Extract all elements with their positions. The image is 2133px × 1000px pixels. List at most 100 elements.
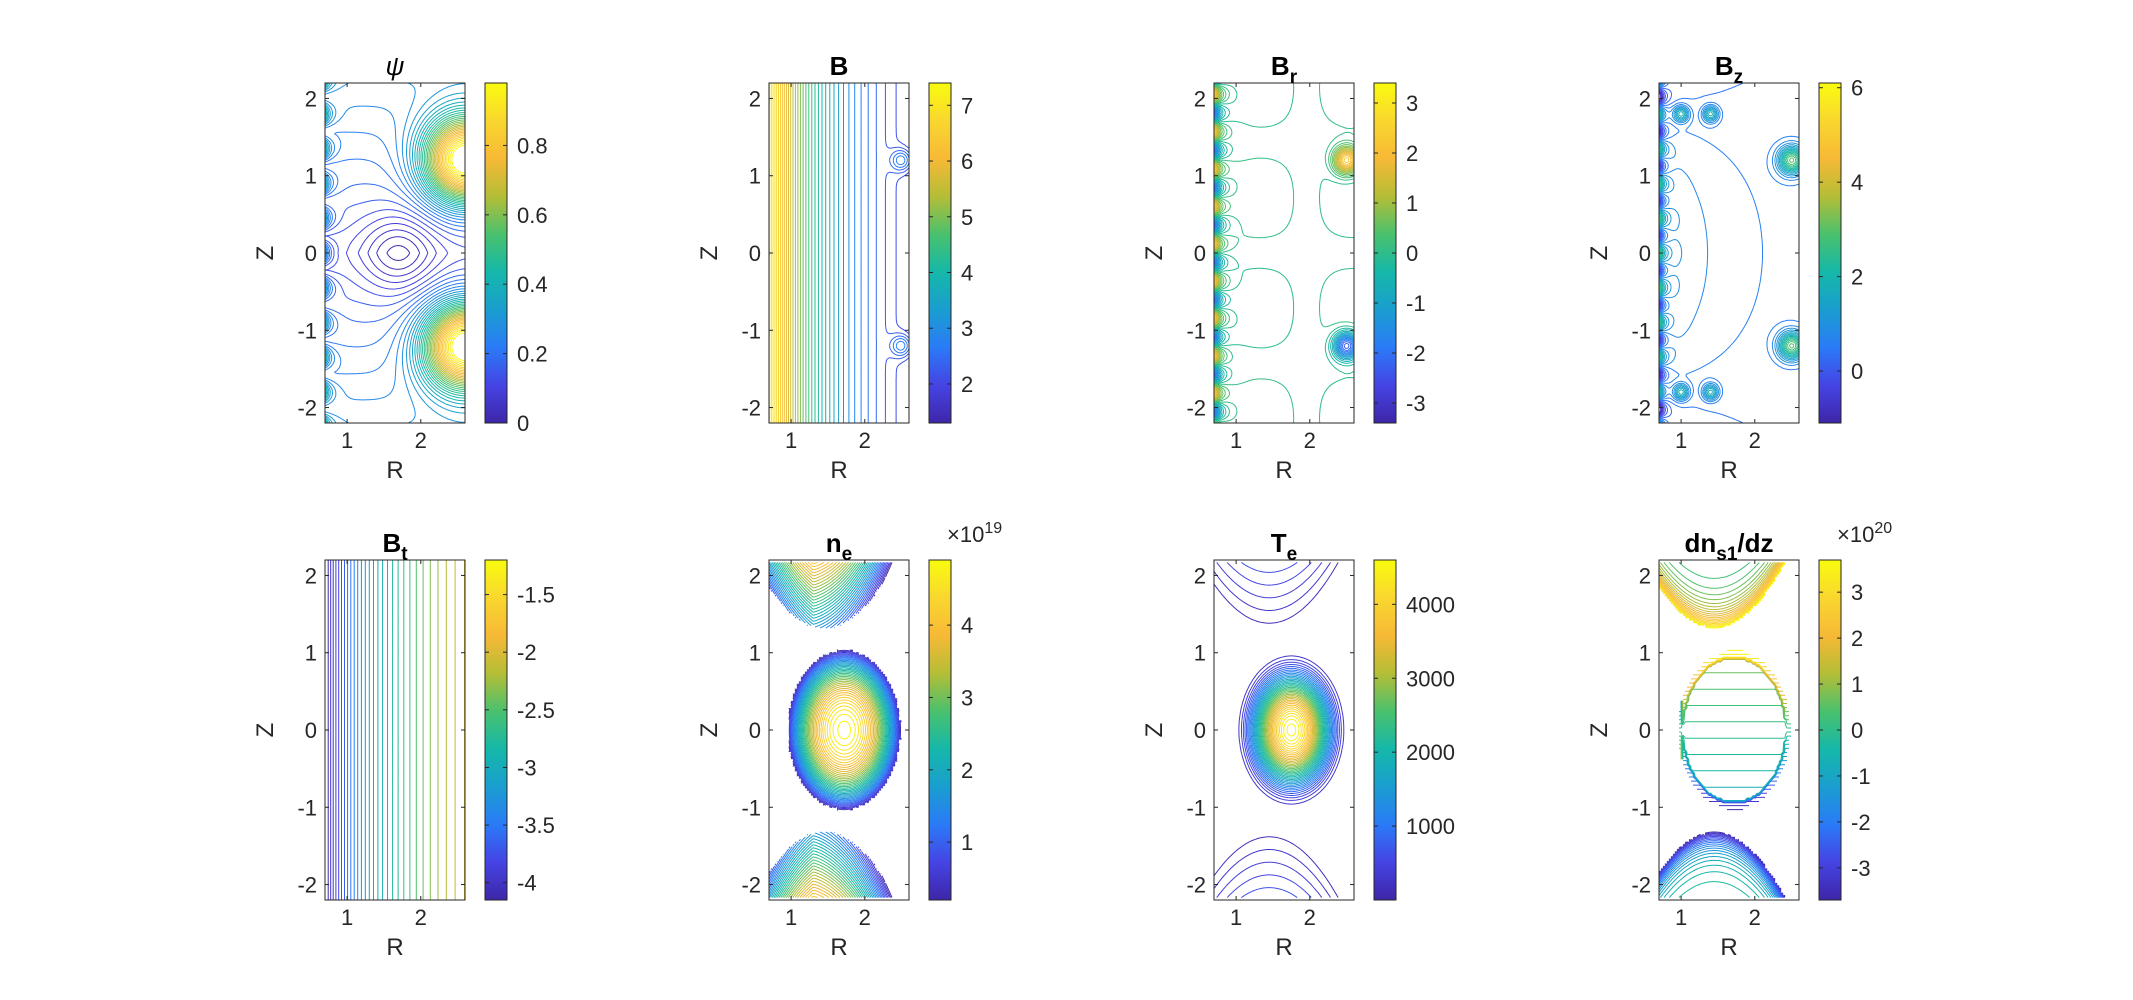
y-tick-label: 0: [1639, 718, 1651, 743]
plot-title-subscript: s1: [1716, 544, 1738, 565]
colorbar-tick-label: 1: [961, 830, 973, 855]
contour-level: [792, 562, 878, 898]
x-tick-label: 1: [341, 428, 353, 453]
contour-level: [436, 128, 465, 378]
colorbar-tick-label: 0.8: [517, 133, 548, 158]
x-tick-label: 2: [1304, 428, 1316, 453]
contour-lines: [325, 83, 465, 423]
contour-level: [1250, 672, 1332, 788]
colorbar-tick-label: -1.5: [517, 583, 555, 608]
contour-level: [1286, 723, 1297, 737]
x-axis-label: R: [386, 934, 403, 961]
contour-level: [325, 83, 465, 423]
contour-level: [794, 562, 877, 898]
contour-level: [799, 562, 875, 898]
colorbar-multiplier-exponent: 19: [984, 520, 1002, 537]
y-tick-label: -1: [297, 795, 317, 820]
contour-level: [1274, 706, 1309, 754]
contour-level: [1247, 667, 1336, 793]
x-tick-label: 2: [1304, 905, 1316, 930]
y-tick-label: 0: [1639, 241, 1651, 266]
contour-level: [1260, 686, 1323, 774]
contour-level: [425, 116, 465, 390]
plot-area: [1214, 83, 1354, 423]
x-tick-label: 1: [785, 428, 797, 453]
contour-level: [788, 562, 901, 898]
contour-level: [451, 144, 465, 362]
colorbar-tick-label: 0: [1406, 241, 1418, 266]
contour-level: [1659, 562, 1786, 659]
contour-level: [1258, 684, 1324, 776]
contour-level: [769, 562, 892, 898]
contour-level: [1269, 699, 1313, 761]
y-tick-label: -2: [297, 396, 317, 421]
colorbar-tick-label: -1: [1406, 291, 1426, 316]
contour-level: [1264, 692, 1319, 768]
colorbar-tick-label: -3: [1406, 391, 1426, 416]
colorbar-tick-label: 2: [1406, 141, 1418, 166]
x-tick-label: 2: [415, 428, 427, 453]
contour-level: [345, 216, 449, 290]
contour-level: [1277, 710, 1306, 750]
y-tick-label: -2: [741, 873, 761, 898]
y-tick-label: -1: [741, 795, 761, 820]
plot-title: B: [830, 51, 849, 81]
colorbar-tick-label: 0: [1851, 359, 1863, 384]
contour-level: [1659, 83, 1799, 423]
y-tick-label: -2: [1186, 396, 1206, 421]
colorbar-tick-label: 0.2: [517, 342, 548, 367]
contour-level: [1265, 693, 1318, 767]
y-tick-label: -1: [297, 318, 317, 343]
contour-level: [776, 562, 887, 898]
y-tick-label: -1: [1186, 795, 1206, 820]
contour-level: [785, 562, 882, 898]
plot-title-main: B: [382, 528, 401, 558]
contour-level: [1659, 88, 1668, 418]
contour-level: [325, 183, 465, 323]
colorbar-tick-label: -3.5: [517, 813, 555, 838]
colorbar-tick-label: -2: [1851, 810, 1871, 835]
contour-level: [1280, 715, 1302, 745]
plot-title-subscript: t: [401, 544, 408, 565]
y-tick-label: 0: [749, 718, 761, 743]
y-axis-label: Z: [696, 246, 723, 261]
contour-level: [1268, 698, 1315, 762]
y-tick-label: 2: [749, 563, 761, 588]
x-tick-label: 2: [415, 905, 427, 930]
colorbar-tick-label: 1000: [1406, 814, 1455, 839]
colorbar-tick-label: -2.5: [517, 698, 555, 723]
plot-title-subscript: e: [1287, 544, 1298, 565]
y-tick-label: 2: [1639, 86, 1651, 111]
colorbar-tick-label: 6: [1851, 76, 1863, 101]
contour-level: [1272, 702, 1311, 758]
contour-level: [422, 112, 465, 394]
contour-level: [769, 562, 893, 898]
y-tick-label: 0: [305, 241, 317, 266]
contour-level: [431, 122, 465, 384]
contour-level: [1279, 712, 1304, 748]
contour-level: [325, 83, 465, 423]
contour-level: [443, 136, 465, 370]
plot-area: [1659, 83, 1799, 423]
colorbar-multiplier: ×1020: [1837, 520, 1892, 547]
colorbar-tick-label: 3: [961, 685, 973, 710]
contour-level: [1248, 669, 1335, 791]
plot-title: Br: [1271, 51, 1298, 88]
plot-title-subscript: r: [1290, 67, 1298, 88]
plot-title: ne: [826, 528, 852, 565]
contour-level: [780, 562, 885, 898]
contour-level: [325, 199, 465, 307]
contour-level: [773, 562, 889, 898]
plot-area: [325, 560, 465, 900]
y-tick-label: 2: [1194, 563, 1206, 588]
contour-level: [1216, 562, 1342, 898]
contour-level: [432, 124, 465, 382]
y-tick-label: 2: [749, 86, 761, 111]
contour-level: [325, 83, 465, 423]
y-tick-label: -1: [1631, 795, 1651, 820]
contour-level: [788, 562, 901, 898]
plot-title: Bt: [382, 528, 408, 565]
